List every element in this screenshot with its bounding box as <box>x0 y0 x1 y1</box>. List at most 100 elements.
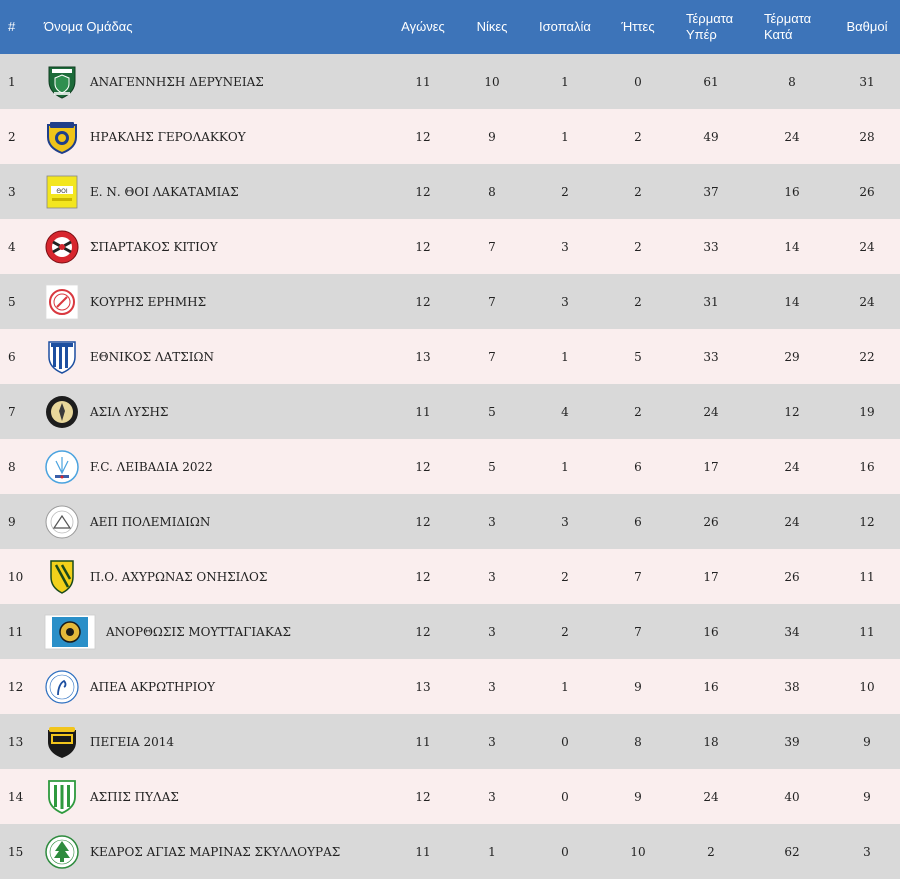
team-name[interactable]: F.C. ΛΕΙΒΑΔΙΑ 2022 <box>90 459 213 474</box>
team-name[interactable]: ΕΘΝΙΚΟΣ ΛΑΤΣΙΩΝ <box>90 349 214 364</box>
header-goals-for[interactable]: Τέρματα Υπέρ <box>672 0 750 54</box>
cell-wins: 8 <box>488 184 496 199</box>
cell-losses: 5 <box>634 349 642 364</box>
table-row[interactable]: 15 ΚΕΔΡΟΣ ΑΓΙΑΣ ΜΑΡΙΝΑΣ ΣΚΥΛΛΟΥΡΑΣ 11 1 0 10 2… <box>0 824 900 879</box>
team[interactable]: Π.Ο. ΑΧΥΡΩΝΑΣ ΟΝΗΣΙΛΟΣ <box>44 559 384 595</box>
cell-losses: 2 <box>634 294 642 309</box>
header-draws[interactable]: Ισοπαλία <box>539 19 591 34</box>
cell-goals-against: 14 <box>784 239 800 254</box>
cell-draws: 1 <box>561 349 569 364</box>
team[interactable]: ΚΕΔΡΟΣ ΑΓΙΑΣ ΜΑΡΙΝΑΣ ΣΚΥΛΛΟΥΡΑΣ <box>44 834 384 870</box>
team-name[interactable]: ΠΕΓΕΙΑ 2014 <box>90 734 175 749</box>
cell-goals-against: 14 <box>784 294 800 309</box>
team[interactable]: ΣΠΑΡΤΑΚΟΣ ΚΙΤΙΟΥ <box>44 229 384 265</box>
team-name[interactable]: ΚΟΥΡΗΣ ΕΡΗΜΗΣ <box>90 294 207 309</box>
header-team[interactable]: Όνομα Ομάδας <box>44 19 133 34</box>
team[interactable]: ΑΝΑΓΕΝΝΗΣΗ ΔΕΡΥΝΕΙΑΣ <box>44 64 384 100</box>
cell-losses: 6 <box>634 514 642 529</box>
cell-points: 9 <box>863 789 871 804</box>
cell-draws: 2 <box>561 184 569 199</box>
header-points[interactable]: Βαθμοί <box>846 19 888 34</box>
header-rank[interactable]: # <box>8 19 16 34</box>
cell-draws: 1 <box>561 74 569 89</box>
cell-wins: 3 <box>488 679 496 694</box>
cell-team: ΘΟΙ Ε. Ν. ΘΟΙ ΛΑΚΑΤΑΜΙΑΣ <box>44 164 388 219</box>
team-name[interactable]: ΑΝΑΓΕΝΝΗΣΗ ΔΕΡΥΝΕΙΑΣ <box>90 74 264 89</box>
cell-team: ΕΘΝΙΚΟΣ ΛΑΤΣΙΩΝ <box>44 329 388 384</box>
cell-draws: 3 <box>561 294 569 309</box>
shield-logo-green <box>44 64 80 100</box>
table-row[interactable]: 4 ΣΠΑΡΤΑΚΟΣ ΚΙΤΙΟΥ 12 7 3 2 33 14 24 <box>0 219 900 274</box>
team[interactable]: ΑΣΠΙΣ ΠΥΛΑΣ <box>44 779 384 815</box>
header-played[interactable]: Αγώνες <box>401 19 445 34</box>
cell-team: ΑΝΑΓΕΝΝΗΣΗ ΔΕΡΥΝΕΙΑΣ <box>44 54 388 109</box>
table-row[interactable]: 6 ΕΘΝΙΚΟΣ ΛΑΤΣΙΩΝ 13 7 1 5 33 29 22 <box>0 329 900 384</box>
team-name[interactable]: ΣΠΑΡΤΑΚΟΣ ΚΙΤΙΟΥ <box>90 239 218 254</box>
cell-played: 12 <box>415 459 431 474</box>
cell-goals-for: 33 <box>703 349 719 364</box>
header-losses[interactable]: Ήττες <box>621 19 655 34</box>
team-name[interactable]: Π.Ο. ΑΧΥΡΩΝΑΣ ΟΝΗΣΙΛΟΣ <box>90 569 268 584</box>
cell-wins: 10 <box>484 74 500 89</box>
table-row[interactable]: 12 ΑΠΕΑ ΑΚΡΩΤΗΡΙΟΥ 13 3 1 9 16 38 10 <box>0 659 900 714</box>
cell-points: 12 <box>859 514 875 529</box>
crest-logo-black-yellow <box>44 724 80 760</box>
team-name[interactable]: Ε. Ν. ΘΟΙ ΛΑΚΑΤΑΜΙΑΣ <box>90 184 239 199</box>
cell-rank: 6 <box>8 349 16 364</box>
cell-rank: 5 <box>8 294 16 309</box>
header-wins[interactable]: Νίκες <box>476 19 508 34</box>
cell-wins: 3 <box>488 734 496 749</box>
cell-goals-against: 24 <box>784 514 800 529</box>
team[interactable]: ΑΝΟΡΘΩΣΙΣ ΜΟΥΤΤΑΓΙΑΚΑΣ <box>44 614 384 650</box>
cell-points: 24 <box>859 239 875 254</box>
team-name[interactable]: ΑΕΠ ΠΟΛΕΜΙΔΙΩΝ <box>90 514 211 529</box>
table-row[interactable]: 7 ΑΣΙΛ ΛΥΣΗΣ 11 5 4 2 24 12 19 <box>0 384 900 439</box>
cell-goals-for: 33 <box>703 239 719 254</box>
team[interactable]: ΠΕΓΕΙΑ 2014 <box>44 724 384 760</box>
team-name[interactable]: ΚΕΔΡΟΣ ΑΓΙΑΣ ΜΑΡΙΝΑΣ ΣΚΥΛΛΟΥΡΑΣ <box>90 844 341 859</box>
cell-team: ΑΠΕΑ ΑΚΡΩΤΗΡΙΟΥ <box>44 659 388 714</box>
cell-draws: 1 <box>561 459 569 474</box>
table-row[interactable]: 13 ΠΕΓΕΙΑ 2014 11 3 0 8 18 39 9 <box>0 714 900 769</box>
team[interactable]: ΑΕΠ ΠΟΛΕΜΙΔΙΩΝ <box>44 504 384 540</box>
round-logo-white-grey <box>44 504 80 540</box>
cell-rank: 2 <box>8 129 16 144</box>
table-row[interactable]: 8 F.C. ΛΕΙΒΑΔΙΑ 2022 12 5 1 6 17 24 16 <box>0 439 900 494</box>
cell-wins: 7 <box>488 239 496 254</box>
team[interactable]: ΗΡΑΚΛΗΣ ΓΕΡΟΛΑΚΚΟΥ <box>44 119 384 155</box>
table-row[interactable]: 5 ΚΟΥΡΗΣ ΕΡΗΜΗΣ 12 7 3 2 31 14 24 <box>0 274 900 329</box>
team[interactable]: ΕΘΝΙΚΟΣ ΛΑΤΣΙΩΝ <box>44 339 384 375</box>
team[interactable]: ΑΣΙΛ ΛΥΣΗΣ <box>44 394 384 430</box>
header-goals-against[interactable]: Τέρματα Κατά <box>750 0 834 54</box>
cell-played: 12 <box>415 624 431 639</box>
table-row[interactable]: 1 ΑΝΑΓΕΝΝΗΣΗ ΔΕΡΥΝΕΙΑΣ 11 10 1 0 61 8 31 <box>0 54 900 109</box>
table-row[interactable]: 11 ΑΝΟΡΘΩΣΙΣ ΜΟΥΤΤΑΓΙΑΚΑΣ 12 3 2 7 16 34 11 <box>0 604 900 659</box>
wide-logo-blue <box>44 614 96 650</box>
team-name[interactable]: ΗΡΑΚΛΗΣ ΓΕΡΟΛΑΚΚΟΥ <box>90 129 246 144</box>
table-row[interactable]: 14 ΑΣΠΙΣ ΠΥΛΑΣ 12 3 0 9 24 40 9 <box>0 769 900 824</box>
cell-losses: 2 <box>634 239 642 254</box>
cell-wins: 7 <box>488 349 496 364</box>
cell-goals-against: 8 <box>788 74 796 89</box>
cell-played: 11 <box>415 734 431 749</box>
cell-goals-for: 24 <box>703 789 719 804</box>
header-goals-against-line2: Κατά <box>764 27 793 42</box>
cell-wins: 7 <box>488 294 496 309</box>
table-row[interactable]: 2 ΗΡΑΚΛΗΣ ΓΕΡΟΛΑΚΚΟΥ 12 9 1 2 49 24 28 <box>0 109 900 164</box>
team-name[interactable]: ΑΣΙΛ ΛΥΣΗΣ <box>90 404 169 419</box>
cell-points: 28 <box>859 129 875 144</box>
team-name[interactable]: ΑΠΕΑ ΑΚΡΩΤΗΡΙΟΥ <box>90 679 216 694</box>
team-name[interactable]: ΑΝΟΡΘΩΣΙΣ ΜΟΥΤΤΑΓΙΑΚΑΣ <box>106 624 291 639</box>
table-row[interactable]: 9 ΑΕΠ ΠΟΛΕΜΙΔΙΩΝ 12 3 3 6 26 24 12 <box>0 494 900 549</box>
cell-losses: 8 <box>634 734 642 749</box>
cell-points: 16 <box>859 459 875 474</box>
team-name[interactable]: ΑΣΠΙΣ ΠΥΛΑΣ <box>90 789 179 804</box>
team[interactable]: ΘΟΙ Ε. Ν. ΘΟΙ ΛΑΚΑΤΑΜΙΑΣ <box>44 174 384 210</box>
table-row[interactable]: 10 Π.Ο. ΑΧΥΡΩΝΑΣ ΟΝΗΣΙΛΟΣ 12 3 2 7 17 26 11 <box>0 549 900 604</box>
table-body: 1 ΑΝΑΓΕΝΝΗΣΗ ΔΕΡΥΝΕΙΑΣ 11 10 1 0 61 8 31 2 ΗΡΑΚΛΗΣ… <box>0 54 900 879</box>
cell-losses: 2 <box>634 129 642 144</box>
team[interactable]: ΚΟΥΡΗΣ ΕΡΗΜΗΣ <box>44 284 384 320</box>
table-row[interactable]: 3 ΘΟΙ Ε. Ν. ΘΟΙ ΛΑΚΑΤΑΜΙΑΣ 12 8 2 2 37 16 26 <box>0 164 900 219</box>
team[interactable]: F.C. ΛΕΙΒΑΔΙΑ 2022 <box>44 449 384 485</box>
team[interactable]: ΑΠΕΑ ΑΚΡΩΤΗΡΙΟΥ <box>44 669 384 705</box>
